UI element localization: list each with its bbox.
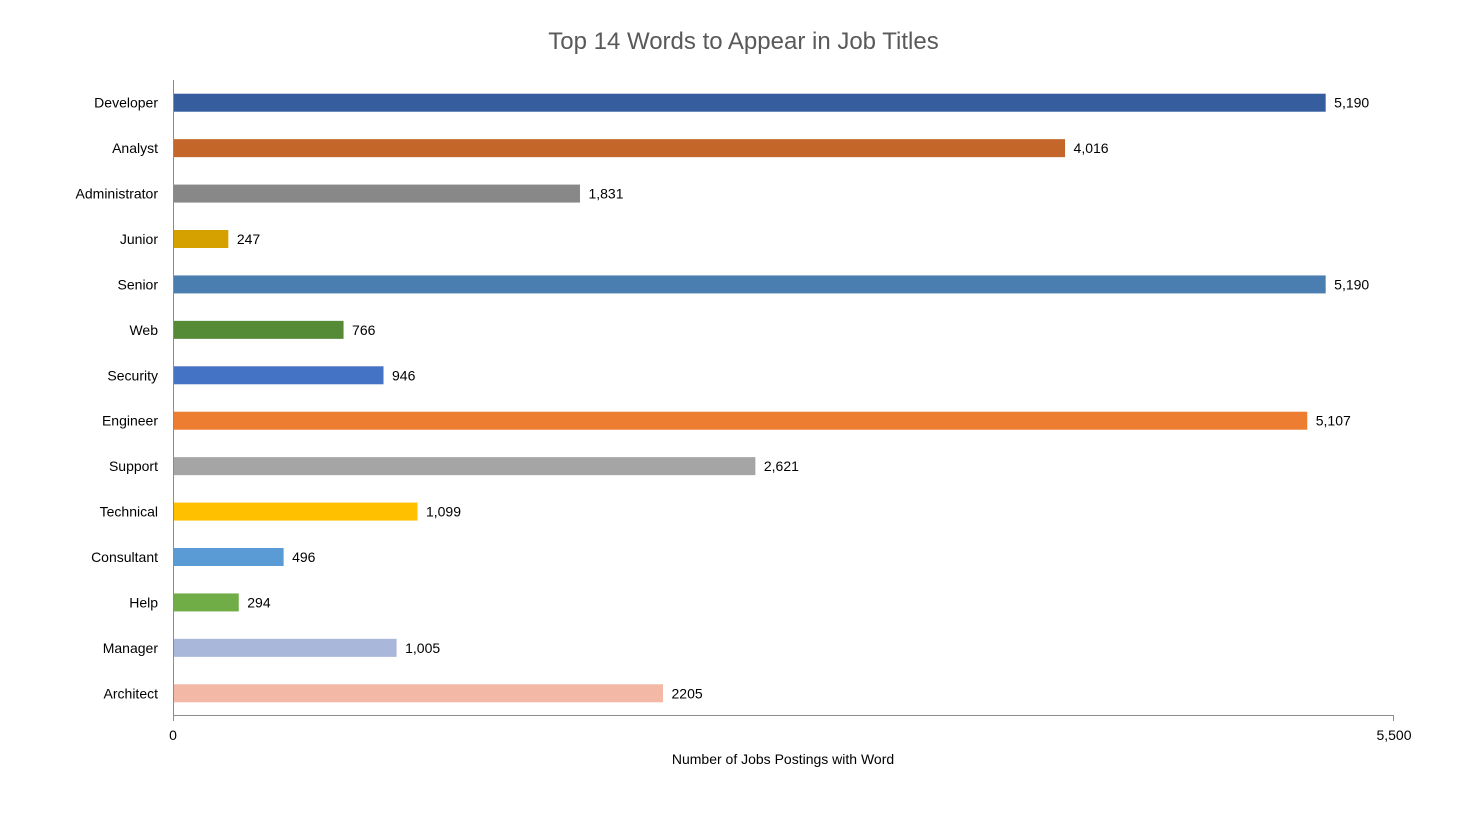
- chart-title: Top 14 Words to Appear in Job Titles: [548, 28, 939, 55]
- category-label-senior: Senior: [118, 276, 159, 292]
- value-label-security: 946: [392, 367, 416, 383]
- x-tick-label-max: 5,500: [1376, 727, 1411, 743]
- bar-administrator: [173, 184, 580, 203]
- bar-support: [173, 457, 756, 476]
- bar-architect: [173, 684, 664, 703]
- value-label-junior: 247: [237, 231, 261, 247]
- value-label-web: 766: [352, 322, 376, 338]
- bar-consultant: [173, 548, 284, 566]
- bar-security: [173, 366, 384, 385]
- bar-manager: [173, 638, 397, 657]
- value-label-help: 294: [247, 594, 271, 610]
- category-label-developer: Developer: [94, 95, 158, 111]
- category-label-help: Help: [129, 594, 158, 610]
- axis-layer: 0 5,500 Number of Jobs Postings with Wor…: [169, 80, 1412, 767]
- bars-layer: Developer 5,190 Analyst 4,016 Administrator 1…: [76, 93, 1369, 703]
- category-label-engineer: Engineer: [102, 413, 158, 429]
- category-label-consultant: Consultant: [91, 549, 158, 565]
- value-label-administrator: 1,831: [588, 186, 623, 202]
- category-label-architect: Architect: [104, 685, 159, 701]
- x-tick-label-min: 0: [169, 727, 177, 743]
- category-label-junior: Junior: [120, 231, 158, 247]
- bar-help: [173, 593, 239, 612]
- category-label-support: Support: [109, 458, 158, 474]
- value-label-architect: 2205: [672, 685, 703, 701]
- value-label-support: 2,621: [764, 458, 799, 474]
- value-label-developer: 5,190: [1334, 95, 1369, 111]
- bar-engineer: [173, 411, 1308, 430]
- bar-analyst: [173, 139, 1066, 158]
- bar-technical: [173, 502, 418, 521]
- value-label-manager: 1,005: [405, 640, 440, 656]
- x-axis-title: Number of Jobs Postings with Word: [672, 751, 894, 767]
- bar-junior: [173, 230, 229, 248]
- category-label-web: Web: [129, 322, 158, 338]
- value-label-technical: 1,099: [426, 504, 461, 520]
- value-label-senior: 5,190: [1334, 276, 1369, 292]
- bar-web: [173, 320, 344, 339]
- value-label-analyst: 4,016: [1074, 140, 1109, 156]
- category-label-manager: Manager: [103, 640, 159, 656]
- category-label-analyst: Analyst: [112, 140, 158, 156]
- bar-developer: [173, 93, 1326, 112]
- category-label-security: Security: [107, 367, 158, 383]
- category-label-technical: Technical: [100, 504, 158, 520]
- category-label-administrator: Administrator: [76, 186, 159, 202]
- value-label-engineer: 5,107: [1316, 413, 1351, 429]
- value-label-consultant: 496: [292, 549, 316, 565]
- bar-senior: [173, 275, 1326, 294]
